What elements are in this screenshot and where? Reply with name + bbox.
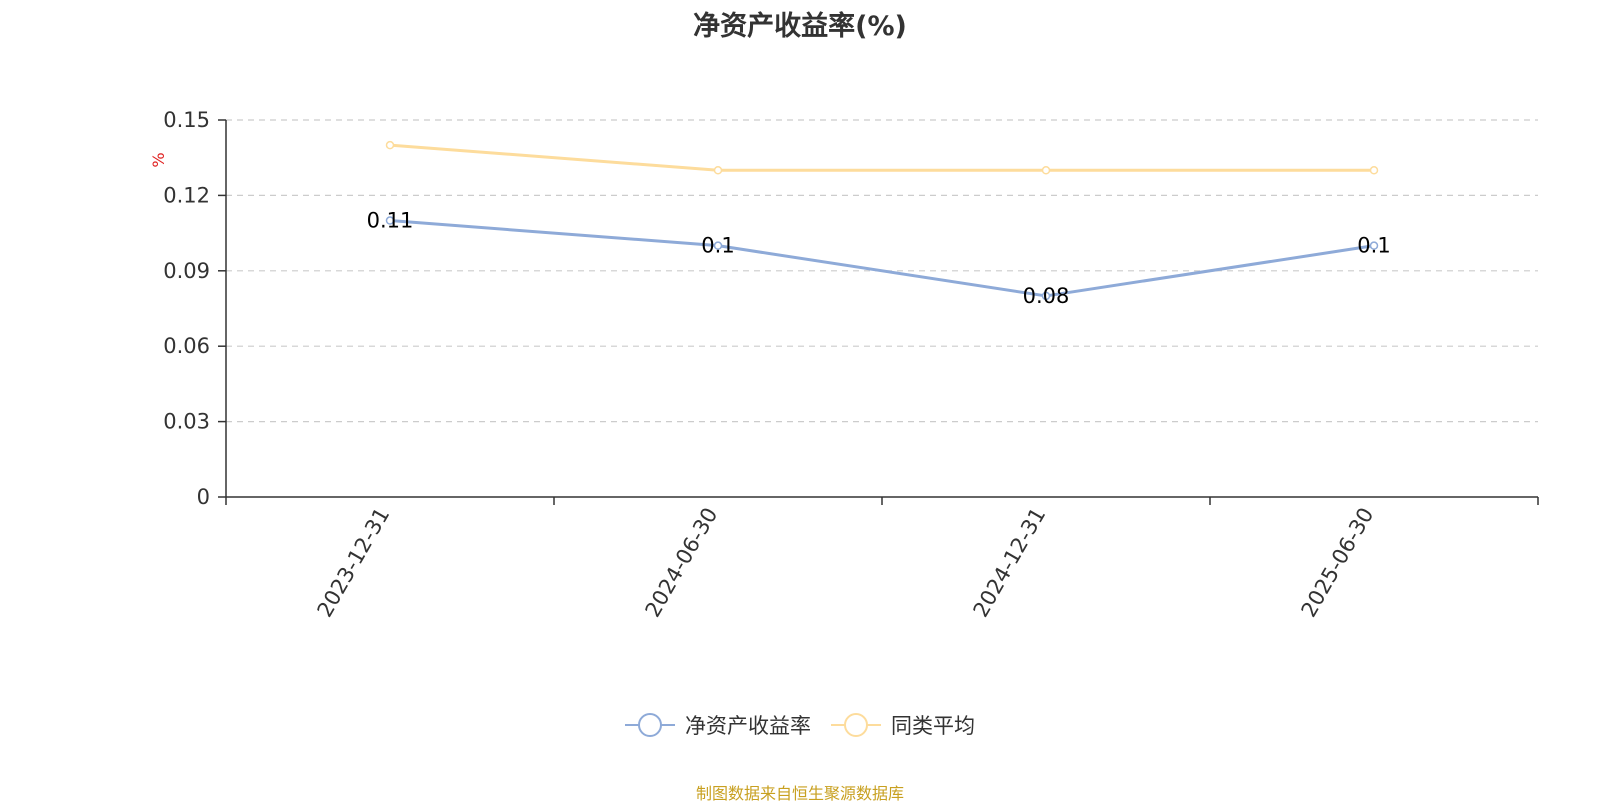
x-tick-label: 2024-12-31 <box>969 504 1051 622</box>
data-point[interactable] <box>1041 291 1051 301</box>
data-label: 0.11 <box>367 209 414 233</box>
legend-item-peer-average[interactable]: 同类平均 <box>831 710 975 740</box>
x-tick-label: 2025-06-30 <box>1297 504 1379 622</box>
y-axis-label: % <box>149 152 168 167</box>
y-tick-label: 0.03 <box>163 410 210 434</box>
data-label: 0.1 <box>701 234 734 258</box>
data-label: 0.1 <box>1357 234 1390 258</box>
legend-swatch-peer-average <box>831 712 881 738</box>
data-point[interactable] <box>713 166 723 175</box>
legend-swatch-roe <box>625 712 675 738</box>
series-line-roe <box>389 219 1375 298</box>
data-point[interactable] <box>1369 241 1379 250</box>
legend-label-peer-average: 同类平均 <box>891 714 975 738</box>
y-tick-label: 0 <box>197 485 210 509</box>
chart-title: 净资产收益率(%) <box>693 11 907 42</box>
axes: 0 0.03 0.06 0.09 0.12 0.15 2023-12-31 2024-06-3… <box>163 108 1539 622</box>
y-tick-label: 0.15 <box>163 108 210 132</box>
legend-item-roe[interactable]: 净资产收益率 <box>625 710 811 740</box>
y-tick-label: 0.09 <box>163 259 210 283</box>
x-tick-label: 2024-06-30 <box>641 504 723 622</box>
data-point[interactable] <box>713 241 723 250</box>
source-note: 制图数据来自恒生聚源数据库 <box>695 784 904 803</box>
data-labels: 0.11 0.1 0.08 0.1 <box>367 209 1391 308</box>
grid-lines <box>226 119 1538 423</box>
data-label: 0.08 <box>1023 284 1070 308</box>
legend: 净资产收益率 同类平均 <box>0 710 1600 740</box>
data-point[interactable] <box>385 216 395 225</box>
data-point[interactable] <box>1041 166 1051 175</box>
y-tick-label: 0.06 <box>163 334 210 358</box>
y-tick-label: 0.12 <box>163 183 210 207</box>
series <box>385 140 1379 301</box>
x-tick-label: 2023-12-31 <box>313 504 395 622</box>
data-point[interactable] <box>1369 166 1379 175</box>
legend-label-roe: 净资产收益率 <box>685 714 811 738</box>
data-point[interactable] <box>385 140 395 150</box>
series-line-peer-average <box>389 143 1374 172</box>
line-chart: 0 0.03 0.06 0.09 0.12 0.15 2023-12-31 2024-06-3… <box>149 108 1539 622</box>
